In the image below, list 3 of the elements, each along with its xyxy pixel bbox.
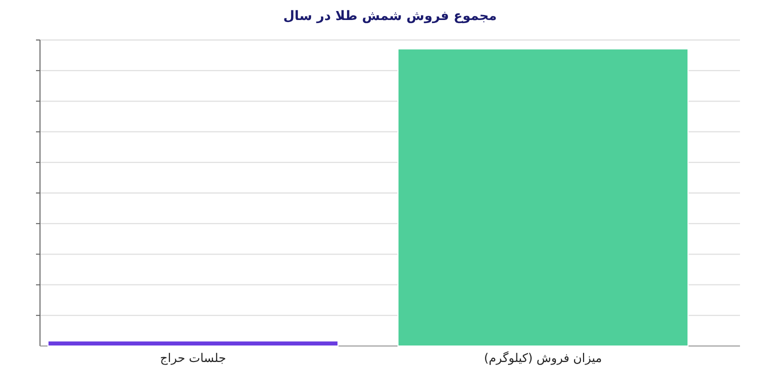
- x-tick-label: جلسات حراج: [160, 351, 226, 365]
- chart-title: مجموع فروش شمش طلا در سال: [283, 9, 497, 24]
- x-tick-label: (میزان فروش (کیلوگرم: [484, 351, 602, 365]
